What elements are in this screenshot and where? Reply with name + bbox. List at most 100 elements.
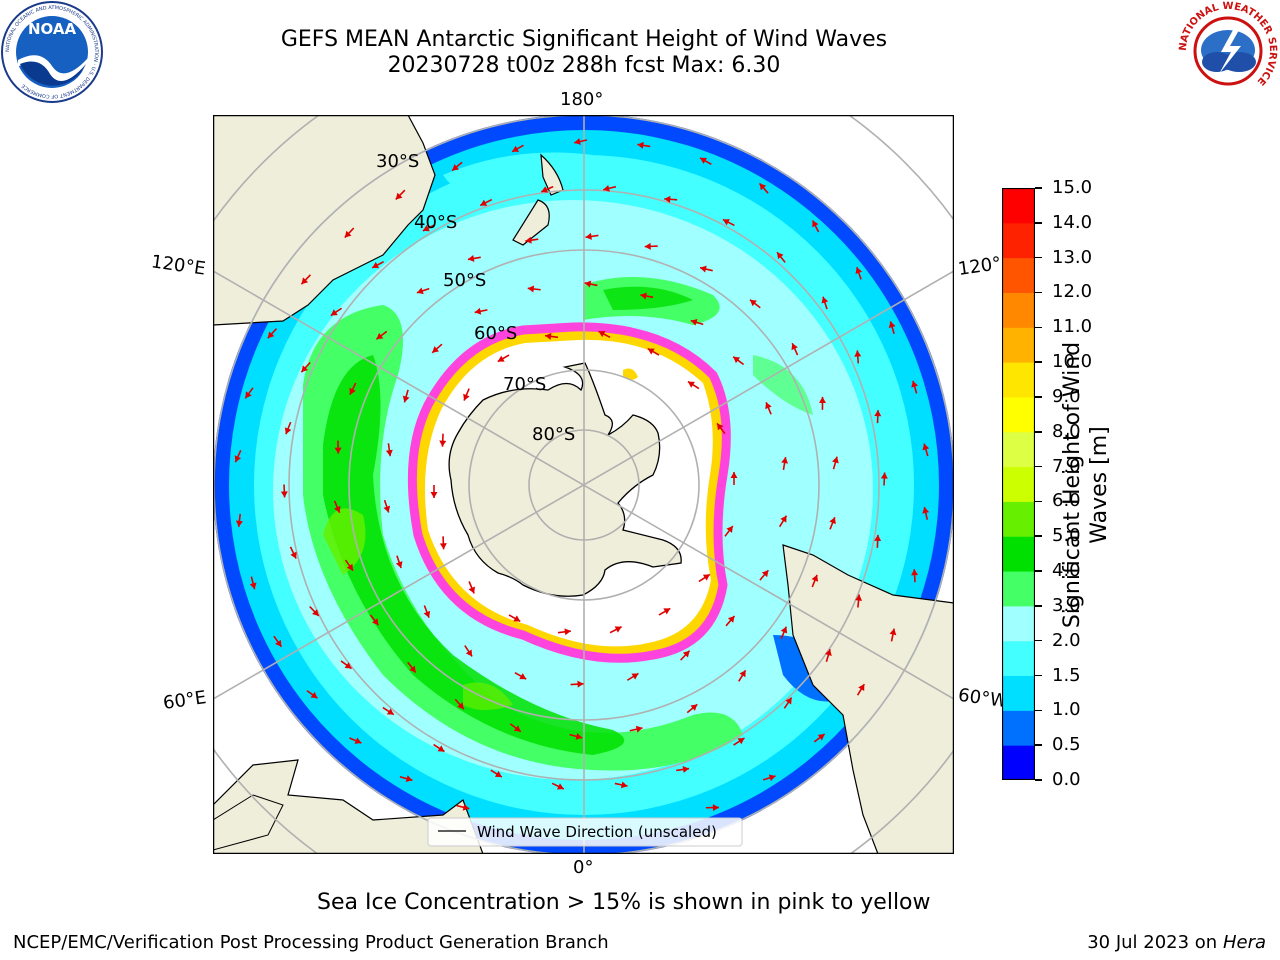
wave-direction-arrow (570, 680, 584, 688)
colorbar-label: Significant Height of Wind Waves [m] (1059, 285, 1115, 685)
wave-direction-arrow (911, 569, 919, 583)
wave-direction-arrow (300, 274, 312, 285)
colorbar-bin (1002, 292, 1035, 328)
wave-direction-arrow (385, 443, 393, 457)
colorbar-bin (1002, 431, 1035, 468)
footer-host: Hera (1222, 932, 1266, 953)
lon-label-0: 0° (573, 857, 594, 878)
wave-direction-arrow (725, 615, 736, 627)
wave-direction-arrow (490, 769, 503, 778)
wave-direction-arrow (598, 330, 611, 338)
wave-direction-arrow (821, 296, 829, 310)
lat-label-40s: 40°S (414, 212, 458, 233)
footer-date-text: 30 Jul 2023 on (1087, 932, 1223, 953)
wave-direction-arrow (399, 775, 413, 783)
wave-direction-arrow (454, 698, 465, 710)
wave-direction-arrow (267, 328, 278, 339)
wave-direction-arrow (856, 683, 865, 696)
lon-label-120e: 120°E (149, 251, 207, 280)
colorbar-tick-mark (1035, 256, 1042, 259)
wave-direction-arrow (647, 347, 660, 356)
wave-direction-arrow (811, 220, 820, 233)
wave-direction-arrow (758, 182, 769, 194)
wave-direction-arrow (880, 472, 888, 486)
colorbar-tick-mark (1035, 396, 1042, 398)
wave-direction-arrow (783, 697, 793, 709)
colorbar-tick-mark (1035, 361, 1042, 363)
wave-direction-arrow (344, 559, 354, 572)
footer-date: 30 Jul 2023 on Hera (1087, 932, 1266, 953)
sea-ice-caption: Sea Ice Concentration > 15% is shown in … (317, 890, 931, 915)
lat-label-30s: 30°S (376, 151, 420, 172)
lat-label-60s: 60°S (474, 323, 518, 344)
wave-direction-arrow (369, 614, 380, 626)
wave-direction-arrow (732, 356, 745, 366)
lat-label-80s: 80°S (532, 424, 576, 445)
wave-direction-arrow (829, 516, 836, 530)
wave-direction-arrow (699, 265, 713, 273)
wave-direction-arrow (722, 218, 735, 227)
wave-direction-arrow (922, 506, 930, 520)
colorbar-tick-mark (1035, 744, 1042, 746)
colorbar-tick-label: 12.0 (1052, 281, 1093, 303)
wave-direction-arrow (422, 224, 435, 232)
colorbar-tick-label: 9.0 (1052, 385, 1081, 407)
colorbar-label-line1: Significant Height of Wind (1060, 341, 1085, 629)
wave-direction-arrow (439, 536, 447, 550)
colorbar-bin (1002, 466, 1035, 502)
noaa-logo-text: NOAA (28, 20, 77, 38)
colorbar-tick-mark (1035, 187, 1042, 189)
wave-direction-arrow (439, 433, 447, 447)
wave-direction-arrow (284, 421, 292, 435)
wave-direction-arrow (637, 141, 651, 149)
wave-direction-arrow (235, 513, 243, 527)
wave-direction-arrow (759, 569, 770, 581)
wave-direction-arrow (574, 138, 588, 145)
colorbar-tick-label: 6.0 (1052, 490, 1081, 512)
colorbar-tick-label: 2.0 (1052, 629, 1081, 651)
colorbar-border (1002, 188, 1035, 780)
colorbar-tick-label: 3.0 (1052, 594, 1081, 616)
wave-direction-arrow (330, 307, 343, 317)
colorbar-tick-mark (1035, 639, 1042, 642)
wave-direction-arrow (603, 184, 617, 192)
wave-direction-arrow (557, 628, 571, 636)
wave-direction-arrow (686, 703, 698, 714)
wave-direction-arrow (540, 185, 554, 193)
colorbar-bin (1002, 396, 1035, 433)
wave-direction-arrow (781, 456, 789, 471)
wave-direction-arrow (464, 645, 473, 657)
wave-direction-arrow (676, 765, 690, 773)
wave-direction-arrow (551, 782, 565, 790)
wave-direction-arrow (888, 321, 896, 335)
wave-direction-arrow (687, 380, 700, 390)
chart-title: GEFS MEAN Antarctic Significant Height o… (280, 27, 888, 52)
wave-direction-arrow (306, 689, 318, 699)
wave-direction-arrow (778, 515, 788, 528)
lon-label-120w: 120° (956, 253, 1003, 280)
legend-label: Wind Wave Direction (unscaled) (477, 823, 717, 841)
colorbar-tick-mark (1035, 291, 1042, 294)
wave-direction-arrow (340, 660, 352, 670)
colorbar-bin (1002, 605, 1035, 642)
wave-direction-arrow (811, 574, 819, 588)
colorbar-tick-label: 4.0 (1052, 560, 1081, 582)
colorbar-tick-label: 0.5 (1052, 734, 1081, 756)
wave-direction-arrow (514, 671, 527, 680)
wave-direction-arrow (249, 576, 257, 590)
wave-direction-arrow (244, 387, 254, 399)
colorbar (1002, 188, 1035, 780)
wave-direction-arrow (474, 307, 488, 315)
nws-logo: NATIONAL WEATHER SERVICE (1178, 1, 1278, 101)
wave-direction-arrow (922, 443, 930, 457)
wave-direction-arrow (430, 485, 438, 498)
wave-direction-arrow (371, 261, 385, 269)
wave-direction-arrow (511, 144, 524, 153)
wave-direction-arrow (629, 725, 643, 733)
wave-direction-arrow (644, 242, 658, 250)
colorbar-tick-mark (1035, 570, 1042, 572)
wave-direction-arrow (451, 161, 463, 172)
colorbar-tick-label: 14.0 (1052, 211, 1093, 233)
colorbar-bin (1002, 222, 1035, 259)
footer-credit: NCEP/EMC/Verification Post Processing Pr… (13, 932, 609, 953)
